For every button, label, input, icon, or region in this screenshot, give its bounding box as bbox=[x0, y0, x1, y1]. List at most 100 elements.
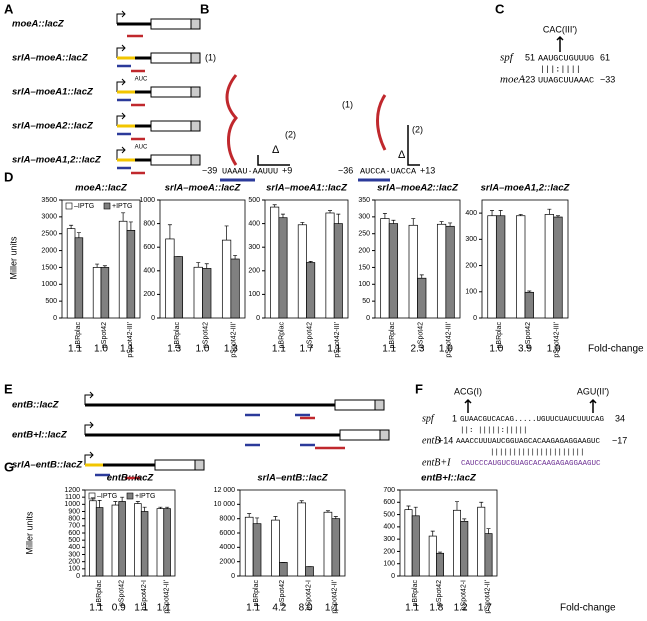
y-tick-label: 0 bbox=[391, 573, 395, 580]
fold-change: 0.9 bbox=[112, 603, 126, 614]
y-tick-label: 3000 bbox=[41, 214, 57, 221]
y-tick-label: 1000 bbox=[64, 501, 80, 508]
plot-frame bbox=[399, 489, 498, 577]
bar bbox=[297, 224, 307, 319]
bar bbox=[453, 509, 461, 577]
error-bar bbox=[272, 204, 277, 208]
bar bbox=[156, 508, 165, 577]
chart-title: srlA–moeA1::lacZ bbox=[266, 183, 348, 194]
y-tick-label: 700 bbox=[68, 523, 80, 530]
fold-change: 8.0 bbox=[299, 603, 313, 614]
lacz-end bbox=[374, 399, 385, 411]
y-tick-label: 100 bbox=[358, 281, 370, 288]
position: 61 bbox=[600, 52, 610, 62]
sequence: UAAAU·AAUUU bbox=[222, 166, 278, 176]
construct-name: entB::lacZ bbox=[12, 400, 60, 411]
rna-name: moeA bbox=[500, 74, 525, 86]
fold-change: 1.1 bbox=[134, 603, 148, 614]
mutation: AGU(II') bbox=[577, 386, 609, 396]
fold-change: 1.2 bbox=[454, 603, 468, 614]
panel-letter: B bbox=[200, 1, 209, 16]
error-bar bbox=[498, 210, 503, 216]
legend-swatch bbox=[103, 202, 111, 210]
deletion-bracket bbox=[407, 125, 420, 166]
bar bbox=[323, 511, 333, 577]
y-tick-label: 100 bbox=[248, 291, 260, 298]
x-tick-label: pBRplac bbox=[96, 580, 103, 607]
bar bbox=[111, 504, 120, 577]
x-tick-label: pSpot42-II' bbox=[485, 580, 492, 614]
error-bar bbox=[555, 215, 560, 218]
lacz-end bbox=[190, 86, 201, 98]
x-tick-label: pSpot42-II' bbox=[164, 580, 171, 614]
y-tick-label: 1500 bbox=[41, 264, 57, 271]
fold-change: 1.1 bbox=[89, 603, 103, 614]
mutation: ACG(I) bbox=[454, 386, 482, 396]
bar bbox=[380, 218, 390, 319]
x-tick-label: pBRplac bbox=[412, 580, 419, 607]
fold-change: 1.1 bbox=[325, 603, 339, 614]
error-bar bbox=[325, 510, 330, 513]
error-bar bbox=[165, 506, 170, 509]
y-tick-label: 0 bbox=[366, 315, 370, 322]
y-tick-label: 500 bbox=[383, 511, 395, 518]
promoter-arrow bbox=[116, 44, 126, 58]
error-bar bbox=[224, 225, 229, 241]
lacz-end bbox=[194, 459, 205, 471]
fold-change: 1.3 bbox=[167, 344, 181, 355]
y-tick-label: 4000 bbox=[219, 544, 235, 551]
panel-letter: A bbox=[4, 1, 14, 16]
mutation: AUC bbox=[135, 77, 148, 83]
fold-change: 1.1 bbox=[68, 344, 82, 355]
site-label: (1) bbox=[205, 52, 216, 62]
fold-change: 1.0 bbox=[94, 344, 108, 355]
error-bar bbox=[273, 516, 278, 521]
y-tick-label: 2000 bbox=[219, 559, 235, 566]
y-tick-label: 200 bbox=[143, 291, 155, 298]
error-bar bbox=[95, 263, 100, 268]
error-bar bbox=[462, 518, 467, 522]
error-bar bbox=[196, 262, 201, 268]
y-axis-label: Miller units bbox=[24, 511, 34, 555]
lacz-box bbox=[150, 52, 192, 64]
rna-name: entB+I bbox=[422, 457, 451, 468]
bar bbox=[193, 266, 203, 319]
y-tick-label: 150 bbox=[358, 264, 370, 271]
bar bbox=[445, 225, 455, 319]
promoter-arrow bbox=[116, 112, 126, 126]
bar bbox=[408, 224, 418, 319]
legend-swatch bbox=[65, 202, 73, 210]
error-bar bbox=[333, 516, 338, 519]
error-bar bbox=[411, 218, 416, 226]
site-label: (2) bbox=[412, 124, 423, 134]
y-tick-label: 250 bbox=[358, 231, 370, 238]
x-tick-label: pSpot42 bbox=[436, 580, 443, 606]
y-tick-label: 100 bbox=[383, 561, 395, 568]
rna-name: entB bbox=[422, 435, 440, 446]
y-tick-label: 8000 bbox=[219, 516, 235, 523]
bar bbox=[484, 533, 493, 577]
y-tick-label: 100 bbox=[465, 289, 477, 296]
rna-name: spf bbox=[500, 52, 515, 64]
error-bar bbox=[547, 208, 552, 215]
x-tick-label: pSpot42-III' bbox=[231, 322, 238, 358]
y-tick-label: 0 bbox=[76, 573, 80, 580]
lacz-end bbox=[190, 52, 201, 64]
error-bar bbox=[406, 505, 411, 510]
construct-name: srlA–moeA::lacZ bbox=[12, 53, 89, 64]
y-tick-label: 300 bbox=[68, 551, 80, 558]
chart-title: srlA–entB::lacZ bbox=[257, 473, 328, 484]
x-tick-label: pSpot42-III' bbox=[127, 322, 134, 358]
y-tick-label: 0 bbox=[256, 315, 260, 322]
error-bar bbox=[336, 213, 341, 224]
panel-letter: E bbox=[4, 381, 13, 396]
error-bar bbox=[490, 210, 495, 216]
pairing: ||: |||||:||||| bbox=[460, 427, 528, 435]
error-bar bbox=[518, 214, 523, 216]
error-bar bbox=[120, 496, 125, 502]
bar bbox=[66, 228, 76, 319]
bar bbox=[230, 258, 240, 319]
error-bar bbox=[328, 210, 333, 213]
bar bbox=[417, 277, 427, 319]
error-bar bbox=[128, 221, 133, 231]
